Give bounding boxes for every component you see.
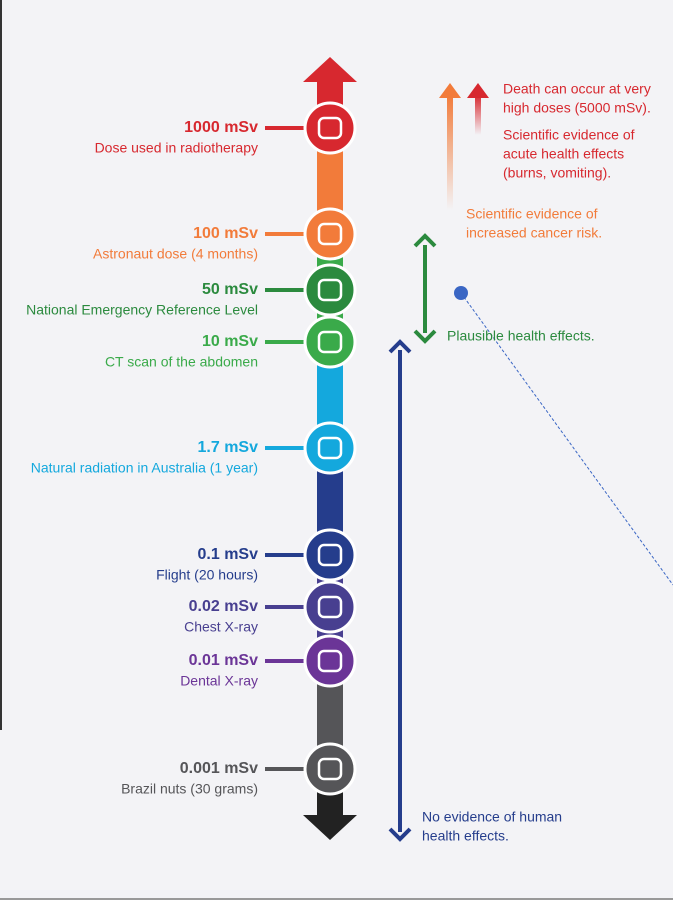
effect-text: acute health effects (503, 146, 624, 162)
scale-item: 0.1 mSv Flight (20 hours) (156, 528, 357, 583)
effect-arrows (388, 83, 489, 842)
icon-glyph (317, 330, 343, 354)
icon-ring (303, 528, 357, 582)
scale-item: 10 mSv CT scan of the abdomen (105, 315, 357, 370)
icon-glyph (317, 595, 343, 619)
effect-text: health effects. (422, 828, 509, 844)
dose-label: 100 mSv (193, 225, 258, 242)
scale-item: 0.02 mSv Chest X-ray (184, 580, 357, 635)
effect-text: Death can occur at very (503, 81, 651, 97)
icon-ring (303, 263, 357, 317)
effect-text: Scientific evidence of (503, 127, 635, 143)
scale-item: 0.01 mSv Dental X-ray (180, 634, 357, 689)
effect-text: No evidence of human (422, 809, 562, 825)
effect-text: high doses (5000 mSv). (503, 100, 651, 116)
dose-description: Dose used in radiotherapy (95, 140, 258, 156)
scale-item: 0.001 mSv Brazil nuts (30 grams) (121, 742, 357, 797)
dose-label: 0.001 mSv (180, 760, 258, 777)
scale-item: 1.7 mSv Natural radiation in Australia (1… (31, 421, 357, 476)
icon-ring (303, 207, 357, 261)
dose-description: Dental X-ray (180, 673, 258, 689)
icon-glyph (317, 757, 343, 781)
icon-ring (303, 634, 357, 688)
icon-ring (303, 421, 357, 475)
icon-glyph (317, 649, 343, 673)
effect-text: Plausible health effects. (447, 328, 595, 344)
icon-ring (303, 742, 357, 796)
icon-ring (303, 101, 357, 155)
dose-label: 0.01 mSv (189, 652, 258, 669)
icon-ring (303, 580, 357, 634)
dose-description: CT scan of the abdomen (105, 354, 258, 370)
dose-description: Brazil nuts (30 grams) (121, 781, 258, 797)
dose-label: 50 mSv (202, 281, 258, 298)
dose-label: 0.02 mSv (189, 598, 258, 615)
dose-label: 0.1 mSv (198, 546, 259, 563)
icon-glyph (317, 436, 343, 460)
scale-item: 50 mSv National Emergency Reference Level (26, 263, 357, 318)
icon-glyph (317, 543, 343, 567)
effect-text: Scientific evidence of (466, 206, 598, 222)
effect-text: (burns, vomiting). (503, 165, 611, 181)
dose-description: Natural radiation in Australia (1 year) (31, 460, 258, 476)
pointer-overlay (454, 286, 673, 586)
icon-ring (303, 315, 357, 369)
dose-description: Astronaut dose (4 months) (93, 246, 258, 262)
dose-label: 10 mSv (202, 333, 258, 350)
dose-description: Chest X-ray (184, 619, 258, 635)
effect-text: increased cancer risk. (466, 225, 602, 241)
scale-item: 100 mSv Astronaut dose (4 months) (93, 207, 357, 262)
dose-description: Flight (20 hours) (156, 567, 258, 583)
icon-glyph (317, 278, 343, 302)
icon-glyph (317, 116, 343, 140)
scale-item: 1000 mSv Dose used in radiotherapy (95, 101, 357, 156)
dose-label: 1000 mSv (184, 119, 258, 136)
dose-label: 1.7 mSv (198, 439, 259, 456)
icon-glyph (317, 222, 343, 246)
dose-description: National Emergency Reference Level (26, 302, 258, 318)
